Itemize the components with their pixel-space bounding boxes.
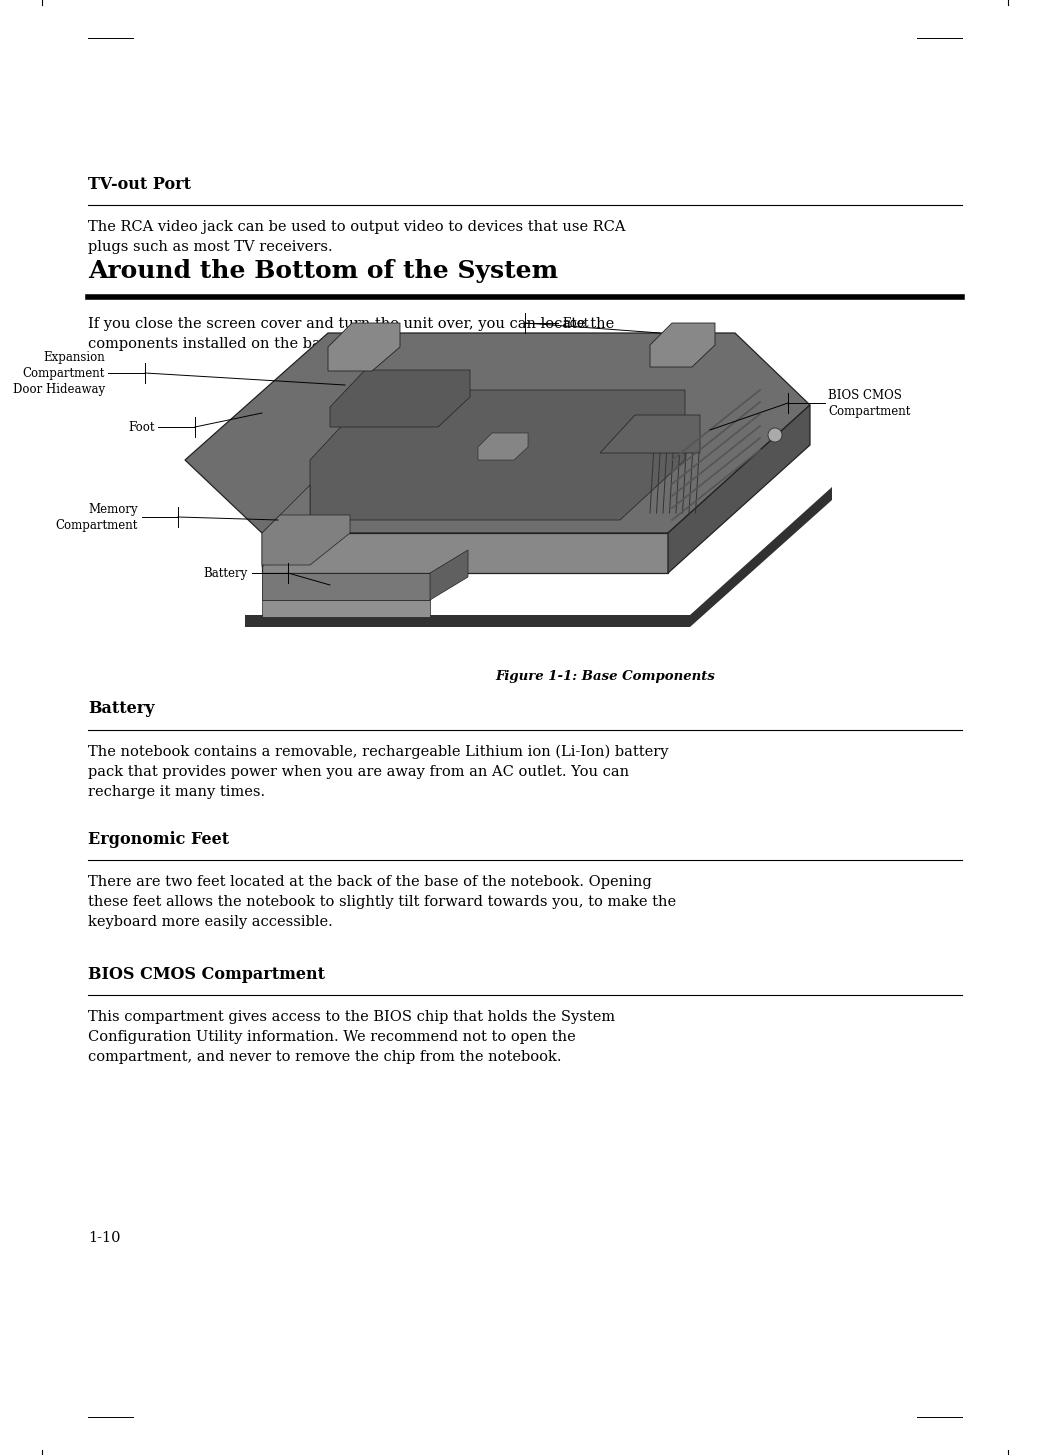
Polygon shape (430, 550, 468, 599)
Polygon shape (600, 415, 700, 453)
Text: Foot: Foot (562, 317, 588, 329)
Polygon shape (262, 573, 430, 599)
Text: This compartment gives access to the BIOS chip that holds the System
Configurati: This compartment gives access to the BIO… (88, 1010, 615, 1064)
Text: BIOS CMOS
Compartment: BIOS CMOS Compartment (828, 388, 910, 418)
Text: Battery: Battery (204, 566, 248, 579)
Polygon shape (262, 599, 430, 617)
Text: BIOS CMOS Compartment: BIOS CMOS Compartment (88, 966, 326, 984)
Text: There are two feet located at the back of the base of the notebook. Opening
thes: There are two feet located at the back o… (88, 874, 676, 930)
Polygon shape (185, 333, 810, 533)
Circle shape (505, 441, 514, 450)
Polygon shape (262, 515, 350, 565)
Polygon shape (478, 434, 528, 460)
Polygon shape (310, 390, 685, 519)
Text: Around the Bottom of the System: Around the Bottom of the System (88, 259, 559, 284)
Text: Ergonomic Feet: Ergonomic Feet (88, 831, 229, 848)
Polygon shape (328, 323, 400, 371)
Text: TV-out Port: TV-out Port (88, 176, 191, 194)
Text: 1-10: 1-10 (88, 1231, 121, 1245)
Polygon shape (650, 323, 715, 367)
Text: Figure 1-1: Base Components: Figure 1-1: Base Components (495, 669, 715, 682)
Text: Memory
Compartment: Memory Compartment (56, 502, 138, 531)
Polygon shape (245, 487, 832, 627)
Text: The RCA video jack can be used to output video to devices that use RCA
plugs suc: The RCA video jack can be used to output… (88, 220, 626, 255)
Polygon shape (668, 404, 810, 573)
Polygon shape (262, 485, 310, 567)
Text: Expansion
Compartment
Door Hideaway: Expansion Compartment Door Hideaway (13, 351, 105, 396)
Polygon shape (330, 370, 470, 426)
Circle shape (768, 428, 782, 442)
Text: Battery: Battery (88, 700, 154, 717)
Text: If you close the screen cover and turn the unit over, you can locate the
compone: If you close the screen cover and turn t… (88, 317, 614, 351)
Polygon shape (262, 533, 668, 573)
Text: Foot: Foot (128, 420, 155, 434)
Text: The notebook contains a removable, rechargeable Lithium ion (Li-Ion) battery
pac: The notebook contains a removable, recha… (88, 745, 669, 799)
